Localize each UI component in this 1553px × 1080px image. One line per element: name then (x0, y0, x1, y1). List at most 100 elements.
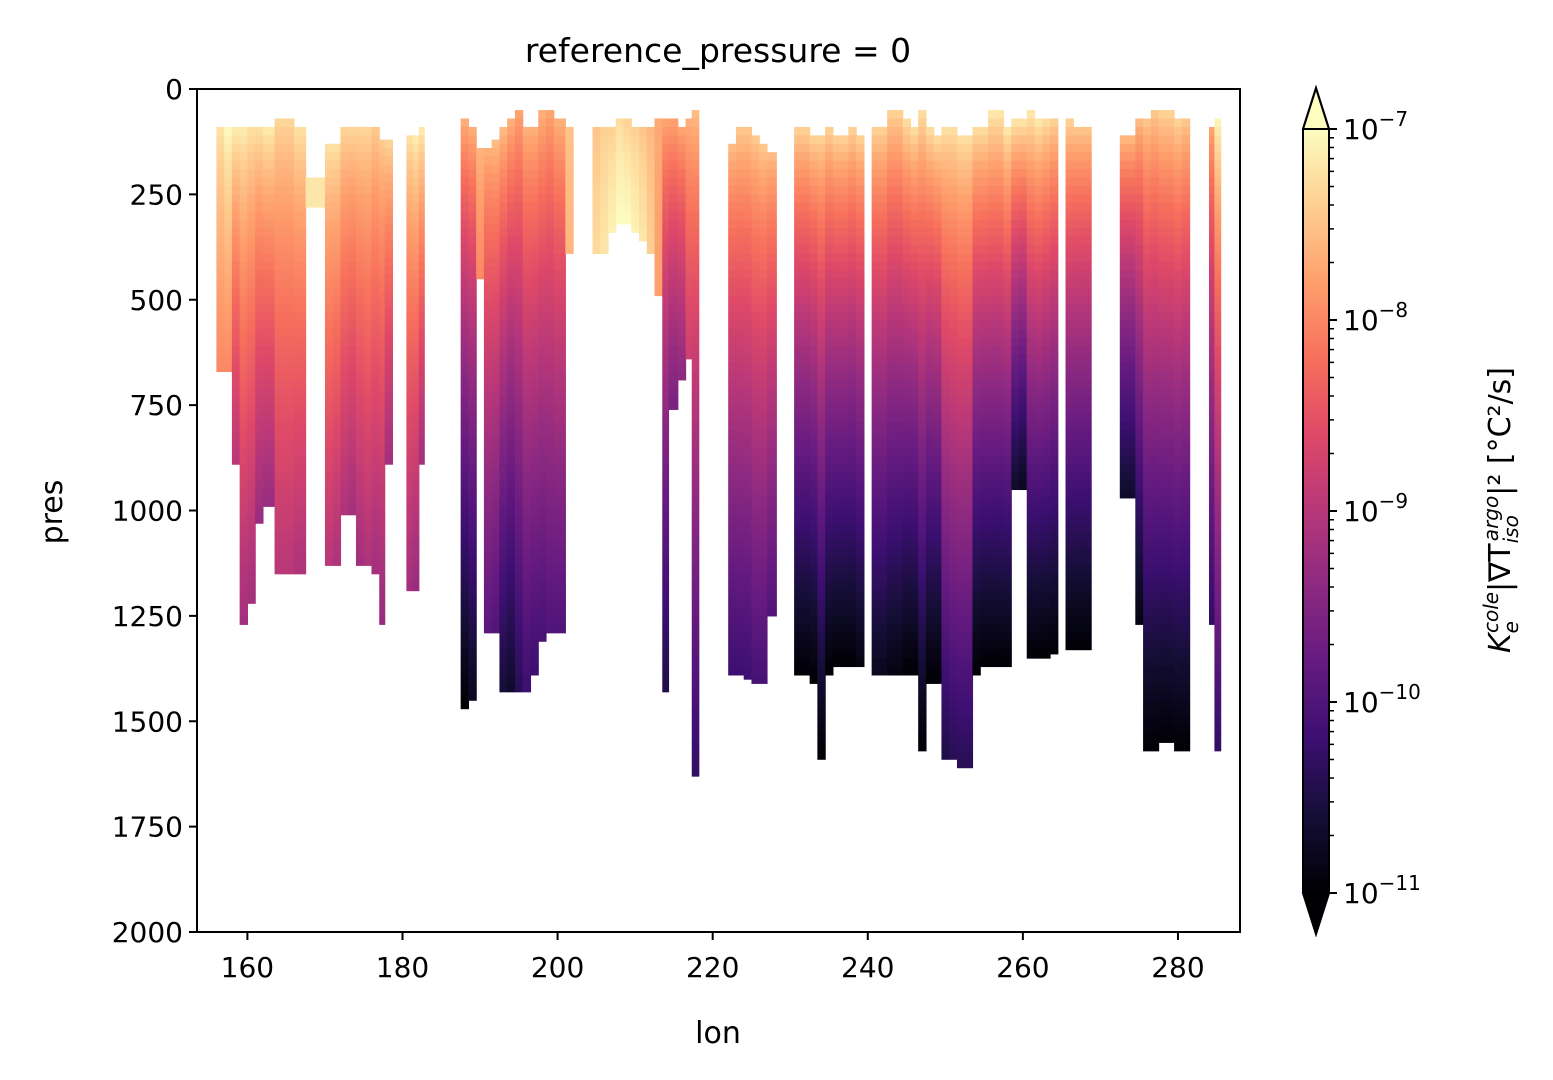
heatmap-cell (933, 514, 943, 524)
heatmap-cell (332, 388, 342, 398)
heatmap-cell (538, 135, 547, 145)
heatmap-cell (615, 143, 625, 153)
heatmap-cell (910, 371, 919, 381)
heatmap-cell (832, 160, 842, 170)
heatmap-cell (941, 379, 950, 389)
heatmap-cell (728, 565, 737, 575)
heatmap-cell (293, 438, 307, 448)
heatmap-cell (941, 329, 950, 339)
heatmap-cell (239, 303, 248, 313)
heatmap-cell (608, 185, 617, 195)
heatmap-cell (530, 447, 539, 457)
heatmap-cell (507, 599, 516, 609)
heatmap-cell (530, 556, 539, 566)
heatmap-column (832, 135, 842, 668)
heatmap-cell (956, 320, 966, 330)
heatmap-cell (224, 354, 233, 364)
heatmap-cell (384, 451, 394, 461)
heatmap-cell (282, 219, 295, 229)
heatmap-cell (1003, 641, 1012, 651)
heatmap-cell (282, 320, 295, 330)
heatmap-cell (379, 443, 386, 453)
heatmap-cell (530, 270, 539, 280)
heatmap-cell (840, 177, 849, 187)
heatmap-cell (1026, 278, 1036, 288)
heatmap-cell (691, 396, 700, 406)
heatmap-cell (231, 329, 241, 339)
heatmap-cell (941, 346, 950, 356)
heatmap-cell (363, 548, 373, 558)
heatmap-cell (759, 295, 768, 305)
heatmap-cell (468, 683, 477, 693)
heatmap-cell (522, 489, 532, 499)
heatmap-cell (255, 152, 264, 162)
heatmap-cell (332, 236, 342, 246)
heatmap-cell (553, 160, 566, 170)
heatmap-cell (1034, 185, 1043, 195)
heatmap-cell (1065, 211, 1074, 221)
heatmap-cell (794, 599, 803, 609)
heatmap-cell (239, 185, 248, 195)
heatmap-cell (956, 211, 966, 221)
heatmap-cell (933, 506, 943, 516)
heatmap-cell (530, 421, 539, 432)
heatmap-cell (902, 523, 912, 533)
heatmap-cell (483, 434, 493, 444)
heatmap-cell (871, 481, 880, 491)
heatmap-cell (565, 143, 574, 153)
heatmap-column (615, 118, 625, 225)
heatmap-cell (355, 236, 365, 246)
heatmap-cell (545, 582, 555, 592)
heatmap-cell (507, 278, 516, 288)
heatmap-cell (239, 421, 248, 432)
heatmap-cell (949, 666, 958, 676)
heatmap-cell (499, 497, 508, 507)
heatmap-cell (894, 489, 904, 499)
heatmap-cell (918, 405, 927, 415)
heatmap-cell (1073, 169, 1082, 179)
heatmap-cell (887, 185, 896, 195)
heatmap-cell (848, 320, 857, 330)
heatmap-cell (766, 261, 777, 271)
heatmap-cell (468, 169, 477, 179)
heatmap-cell (1042, 152, 1051, 162)
heatmap-cell (840, 371, 849, 381)
heatmap-cell (216, 169, 225, 179)
heatmap-cell (759, 447, 768, 457)
heatmap-cell (507, 228, 516, 238)
heatmap-cell (1042, 455, 1051, 465)
heatmap-cell (1065, 236, 1074, 246)
heatmap-cell (902, 514, 912, 524)
heatmap-cell (910, 556, 919, 566)
heatmap-cell (1034, 396, 1043, 406)
heatmap-cell (231, 228, 241, 238)
heatmap-cell (662, 118, 670, 128)
heatmap-cell (956, 615, 966, 625)
heatmap-cell (1018, 312, 1028, 322)
heatmap-cell (1034, 405, 1043, 415)
heatmap-cell (522, 244, 532, 254)
heatmap-cell (646, 202, 656, 212)
heatmap-cell (1011, 312, 1020, 322)
heatmap-cell (662, 228, 670, 238)
heatmap-cell (735, 211, 745, 221)
heatmap-cell (412, 455, 420, 465)
heatmap-cell (972, 185, 981, 195)
heatmap-cell (918, 118, 927, 128)
heatmap-cell (1073, 523, 1082, 533)
heatmap-cell (1065, 244, 1074, 254)
heatmap-cell (282, 329, 295, 339)
heatmap-cell (964, 700, 974, 710)
heatmap-cell (262, 329, 276, 339)
heatmap-cell (553, 582, 566, 592)
heatmap-cell (363, 540, 373, 550)
heatmap-cell (801, 666, 811, 676)
heatmap-cell (759, 413, 768, 423)
heatmap-cell (925, 615, 935, 625)
heatmap-cell (274, 540, 283, 550)
heatmap-cell (685, 143, 693, 153)
heatmap-cell (949, 649, 958, 659)
heatmap-cell (894, 303, 904, 313)
heatmap-cell (735, 455, 745, 465)
heatmap-cell (553, 388, 566, 398)
